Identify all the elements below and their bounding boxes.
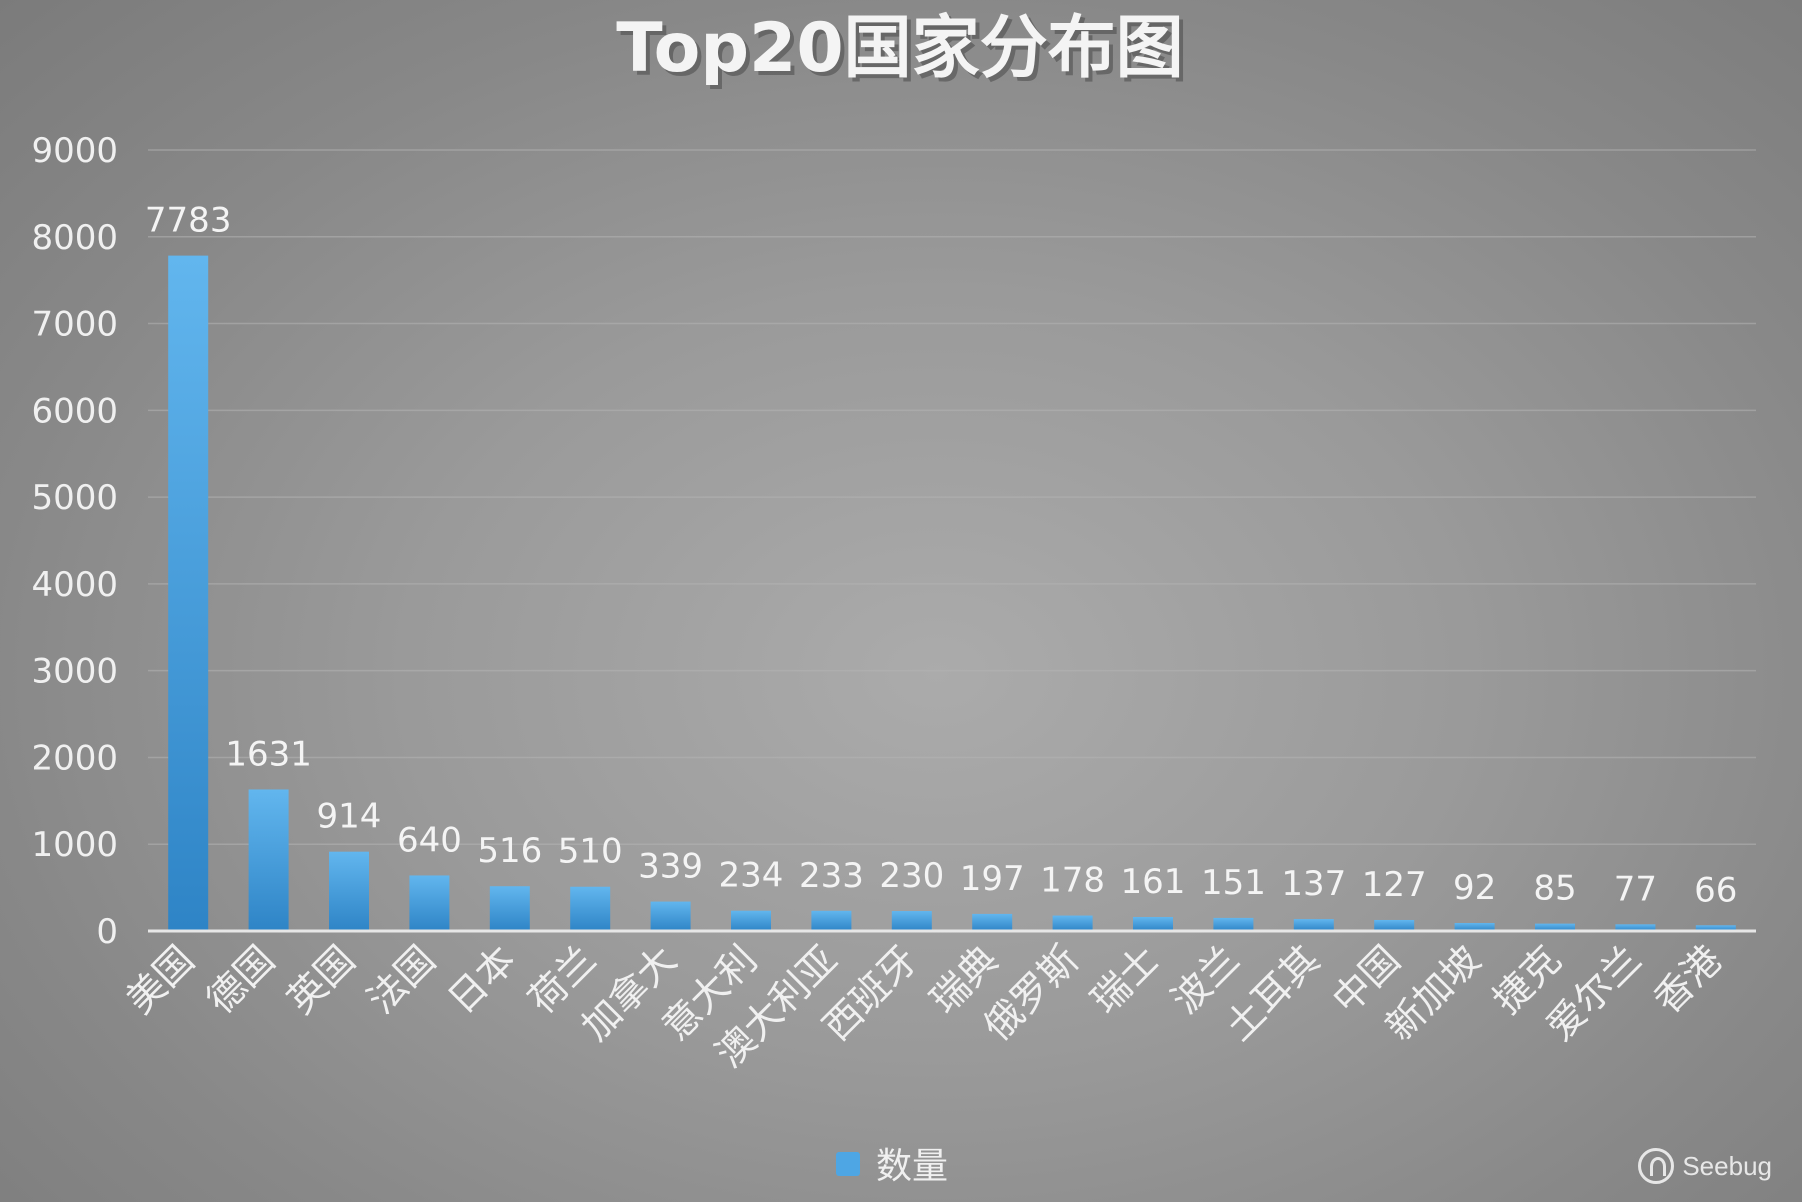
- bar: [1374, 919, 1415, 931]
- bar: [570, 886, 611, 931]
- x-tick-label: 香港: [1645, 937, 1730, 1022]
- data-label: 151: [1201, 863, 1266, 903]
- data-label: 66: [1694, 870, 1737, 910]
- y-tick-label: 0: [96, 912, 118, 952]
- bar: [1293, 919, 1334, 931]
- x-tick-label: 日本: [439, 937, 524, 1022]
- data-label: 77: [1614, 869, 1657, 909]
- data-label: 510: [558, 832, 623, 872]
- bar: [489, 886, 530, 931]
- data-label: 339: [638, 847, 703, 887]
- y-tick-label: 1000: [31, 825, 118, 865]
- chart-title-shadow: Top20国家分布图: [620, 13, 1187, 92]
- seebug-logo-icon: [1638, 1148, 1675, 1184]
- watermark-text: Seebug: [1682, 1150, 1772, 1181]
- data-label: 914: [317, 797, 382, 837]
- data-label: 161: [1121, 862, 1186, 902]
- y-tick-label: 7000: [31, 305, 118, 345]
- bar: [650, 901, 691, 931]
- bars: [168, 255, 1736, 932]
- data-label: 178: [1040, 861, 1105, 901]
- bar: [1615, 924, 1656, 931]
- bar: [1213, 917, 1254, 931]
- y-tick-label: 2000: [31, 738, 118, 778]
- chart-title: Top20国家分布图: [616, 9, 1183, 88]
- bar: [1052, 915, 1093, 931]
- x-tick-label: 英国: [279, 937, 364, 1022]
- y-axis-ticks: 0 1000 2000 3000 4000 5000 6000 7000 8000 9000: [31, 131, 118, 952]
- data-label: 234: [719, 856, 784, 896]
- y-tick-label: 4000: [31, 565, 118, 605]
- x-tick-label: 美国: [118, 937, 203, 1022]
- bar: [248, 789, 289, 931]
- data-label: 230: [879, 856, 944, 896]
- bar: [329, 851, 369, 931]
- data-label: 516: [477, 831, 542, 871]
- data-label: 197: [960, 859, 1025, 899]
- data-label: 640: [397, 820, 462, 860]
- data-label: 1631: [225, 734, 312, 774]
- gridlines: [148, 149, 1756, 845]
- bar: [409, 875, 450, 931]
- legend-swatch: [836, 1152, 860, 1176]
- legend-label: 数量: [876, 1146, 948, 1187]
- bar: [972, 913, 1013, 931]
- watermark: Seebug: [1638, 1148, 1772, 1184]
- y-tick-label: 6000: [31, 391, 118, 431]
- bar: [731, 910, 771, 931]
- data-label: 127: [1362, 865, 1427, 905]
- bar: [1695, 925, 1736, 931]
- x-tick-label: 法国: [359, 937, 444, 1022]
- data-label: 7783: [145, 201, 232, 241]
- bar: [1535, 923, 1575, 931]
- data-label: 85: [1533, 869, 1576, 909]
- y-tick-label: 5000: [31, 478, 118, 518]
- bar: [1133, 917, 1173, 931]
- data-label: 92: [1453, 868, 1496, 908]
- data-label: 137: [1281, 864, 1346, 904]
- bar: [168, 255, 209, 932]
- bar: [891, 911, 932, 931]
- data-label: 233: [799, 856, 864, 896]
- y-tick-label: 8000: [31, 218, 118, 258]
- x-axis-labels: 美国德国英国法国日本荷兰加拿大意大利澳大利亚西班牙瑞典俄罗斯瑞士波兰土耳其中国新…: [118, 937, 1730, 1076]
- y-tick-label: 9000: [31, 131, 118, 171]
- y-tick-label: 3000: [31, 652, 118, 692]
- bar: [811, 910, 852, 931]
- x-tick-label: 德国: [198, 937, 283, 1022]
- x-tick-label: 瑞士: [1083, 937, 1168, 1022]
- bar: [1454, 923, 1495, 931]
- legend: 数量: [836, 1146, 948, 1187]
